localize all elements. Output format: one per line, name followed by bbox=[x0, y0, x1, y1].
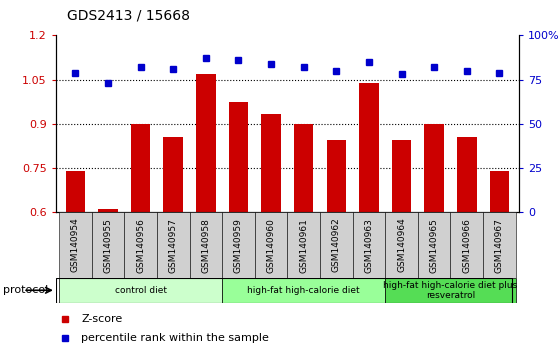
Bar bbox=[255, 212, 287, 278]
Bar bbox=[392, 140, 411, 212]
Text: GSM140965: GSM140965 bbox=[430, 218, 439, 273]
Text: control diet: control diet bbox=[114, 286, 167, 295]
Bar bbox=[385, 278, 516, 303]
Bar bbox=[418, 212, 450, 278]
Text: GSM140961: GSM140961 bbox=[299, 218, 308, 273]
Text: GSM140963: GSM140963 bbox=[364, 218, 373, 273]
Text: GSM140958: GSM140958 bbox=[201, 218, 210, 273]
Bar bbox=[326, 140, 346, 212]
Bar bbox=[229, 102, 248, 212]
Bar bbox=[320, 212, 353, 278]
Bar bbox=[424, 124, 444, 212]
Bar bbox=[59, 212, 92, 278]
Bar bbox=[196, 74, 215, 212]
Bar bbox=[489, 171, 509, 212]
Text: GSM140960: GSM140960 bbox=[267, 218, 276, 273]
Text: GSM140955: GSM140955 bbox=[103, 218, 113, 273]
Text: GDS2413 / 15668: GDS2413 / 15668 bbox=[67, 9, 190, 23]
Text: GSM140964: GSM140964 bbox=[397, 218, 406, 272]
Text: high-fat high-calorie diet plus
resveratrol: high-fat high-calorie diet plus resverat… bbox=[383, 281, 518, 300]
Text: GSM140954: GSM140954 bbox=[71, 218, 80, 272]
Bar bbox=[98, 210, 118, 212]
Bar bbox=[261, 114, 281, 212]
Bar bbox=[163, 137, 183, 212]
Bar bbox=[287, 212, 320, 278]
Bar bbox=[359, 82, 379, 212]
Bar bbox=[157, 212, 190, 278]
Text: GSM140967: GSM140967 bbox=[495, 218, 504, 273]
Bar bbox=[457, 137, 477, 212]
Text: Z-score: Z-score bbox=[81, 314, 123, 324]
Bar bbox=[353, 212, 385, 278]
Text: high-fat high-calorie diet: high-fat high-calorie diet bbox=[247, 286, 360, 295]
Text: GSM140966: GSM140966 bbox=[462, 218, 472, 273]
Text: GSM140962: GSM140962 bbox=[332, 218, 341, 272]
Bar bbox=[59, 278, 222, 303]
Text: GSM140959: GSM140959 bbox=[234, 218, 243, 273]
Bar bbox=[92, 212, 124, 278]
Bar bbox=[294, 124, 314, 212]
Text: protocol: protocol bbox=[3, 285, 48, 295]
Bar bbox=[131, 124, 151, 212]
Bar bbox=[124, 212, 157, 278]
Bar bbox=[66, 171, 85, 212]
Bar bbox=[222, 278, 385, 303]
Bar bbox=[450, 212, 483, 278]
Bar bbox=[385, 212, 418, 278]
Bar bbox=[222, 212, 255, 278]
Bar bbox=[190, 212, 222, 278]
Bar bbox=[483, 212, 516, 278]
Text: GSM140956: GSM140956 bbox=[136, 218, 145, 273]
Text: percentile rank within the sample: percentile rank within the sample bbox=[81, 333, 269, 343]
Text: GSM140957: GSM140957 bbox=[169, 218, 177, 273]
